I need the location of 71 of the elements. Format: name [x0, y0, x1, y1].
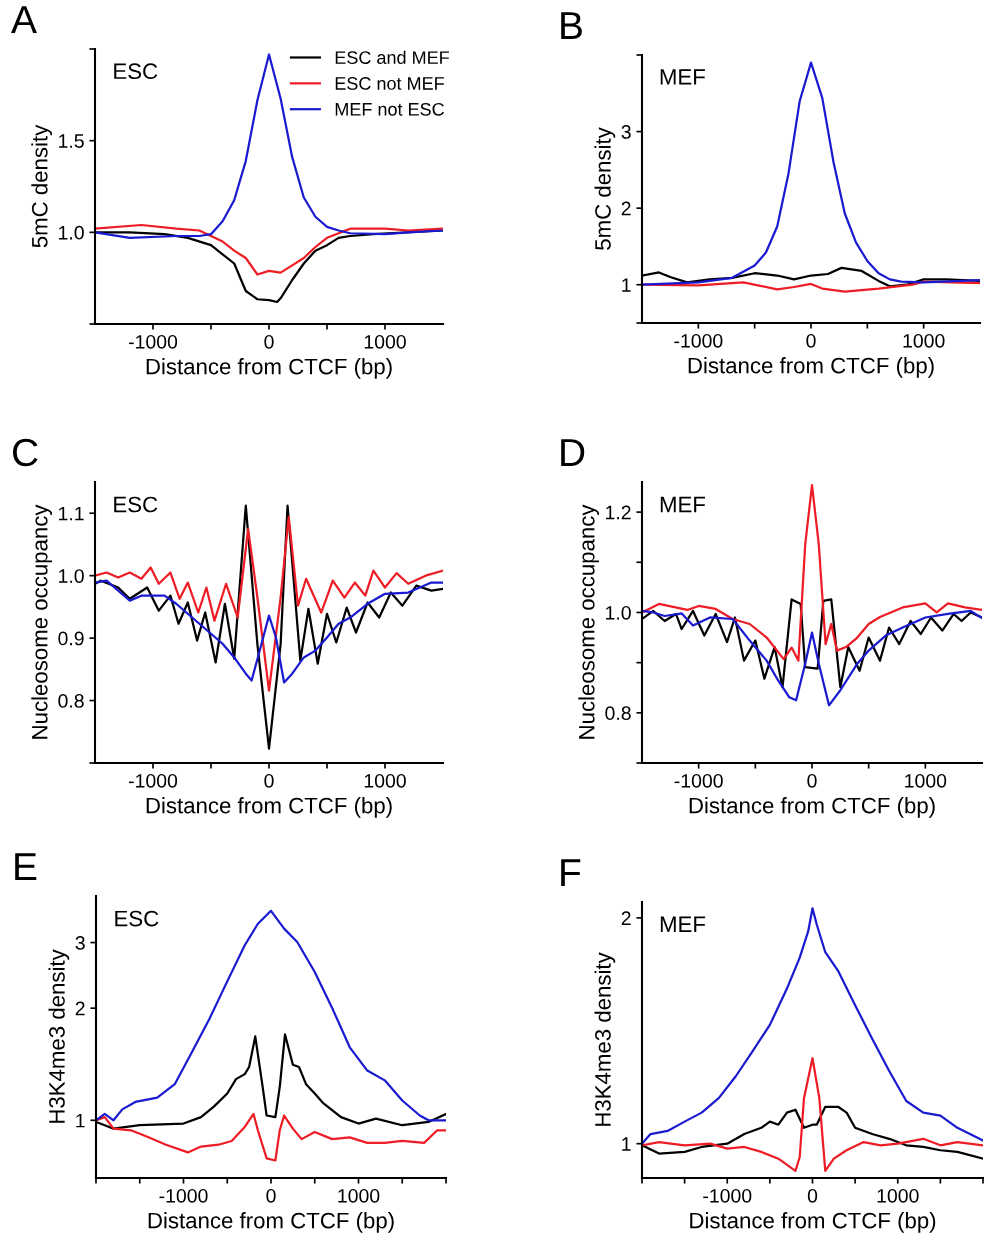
x-tick-label: 0: [807, 773, 817, 788]
y-tick-label: 1: [622, 278, 631, 292]
x-axis-title: Distance from CTCF (bp): [146, 358, 392, 379]
y-axis-title: H3K4me3 density: [48, 949, 70, 1123]
x-tick-label: 1000: [903, 333, 945, 348]
line-series: [642, 609, 982, 707]
y-axis-title: 5mC density: [594, 127, 616, 250]
x-tick-label: 1000: [364, 334, 406, 349]
line-series: [96, 909, 446, 1122]
y-tick-label: 2: [621, 911, 631, 925]
chart-title: B: [561, 12, 582, 39]
annotation: ESC: [114, 496, 158, 513]
x-tick-label: -1000: [129, 334, 178, 349]
y-tick-label: 1.2: [606, 505, 631, 520]
x-tick-label: 1000: [877, 1188, 919, 1203]
x-tick-label: 0: [266, 1188, 276, 1203]
x-axis-title: Distance from CTCF (bp): [146, 797, 392, 818]
y-tick-label: 1: [76, 1113, 85, 1128]
annotation: MEF: [660, 69, 705, 85]
y-tick-label: 1.5: [59, 134, 84, 148]
x-axis-title: Distance from CTCF (bp): [688, 357, 934, 378]
x-tick-label: 1000: [905, 773, 947, 788]
legend-label: ESC and MEF: [335, 50, 449, 64]
y-tick-label: 0.8: [605, 706, 631, 721]
chart-title: E: [15, 853, 37, 880]
y-tick-label: 2: [621, 201, 631, 216]
y-axis-title: 5mC density: [31, 124, 52, 248]
annotation: ESC: [115, 910, 159, 927]
x-tick-label: 0: [807, 1188, 818, 1203]
chart-title: D: [561, 439, 585, 466]
y-axis-title: H3K4me3 density: [594, 952, 616, 1126]
line-series: [642, 483, 982, 662]
line-series: [95, 223, 443, 276]
legend-label: MEF not ESC: [335, 102, 444, 116]
y-tick-label: 3: [75, 936, 85, 950]
y-axis-title: Nucleosome occupancy: [31, 504, 52, 739]
x-axis-title: Distance from CTCF (bp): [690, 1212, 936, 1233]
y-tick-label: 1: [622, 1137, 631, 1151]
line-series: [96, 1112, 446, 1162]
x-tick-label: 1000: [364, 773, 406, 788]
annotation: MEF: [660, 496, 706, 513]
x-tick-label: -1000: [674, 773, 723, 788]
x-tick-label: 1000: [338, 1188, 380, 1203]
y-tick-label: 0.9: [58, 631, 84, 646]
chart-title: F: [561, 859, 581, 886]
legend-label: ESC not MEF: [335, 77, 444, 90]
x-axis-title: Distance from CTCF (bp): [148, 1212, 394, 1233]
chart-title: C: [12, 438, 38, 467]
y-tick-label: 1.0: [59, 225, 84, 240]
y-axis-title: Nucleosome occupancy: [578, 504, 599, 739]
y-tick-label: 3: [621, 125, 631, 139]
x-tick-label: -1000: [129, 773, 178, 788]
x-axis-title: Distance from CTCF (bp): [689, 797, 935, 818]
x-tick-label: 0: [264, 334, 274, 349]
x-tick-label: -1000: [703, 1188, 752, 1203]
annotation: MEF: [660, 916, 706, 932]
y-tick-label: 1.1: [59, 506, 84, 521]
line-series: [95, 579, 443, 684]
annotation: ESC: [114, 63, 158, 80]
y-tick-label: 1.0: [59, 569, 84, 583]
y-tick-label: 2: [75, 1001, 85, 1016]
x-tick-label: 0: [264, 773, 274, 788]
x-tick-label: 0: [806, 333, 816, 348]
chart-title: A: [11, 6, 37, 33]
x-tick-label: -1000: [159, 1188, 208, 1203]
line-series: [642, 61, 980, 286]
y-tick-label: 0.8: [58, 694, 84, 708]
line-series: [95, 515, 443, 692]
x-tick-label: -1000: [674, 333, 723, 348]
y-tick-label: 1.0: [606, 605, 631, 620]
line-series: [642, 907, 983, 1145]
